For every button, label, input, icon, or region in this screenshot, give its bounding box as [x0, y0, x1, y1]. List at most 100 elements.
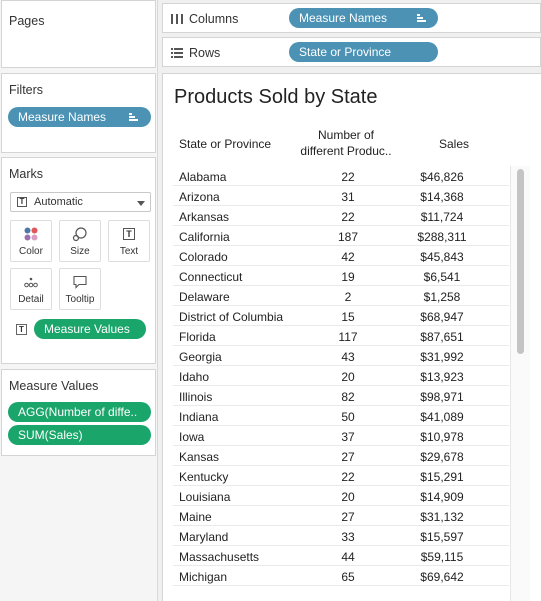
sales-cell: $87,651	[420, 330, 464, 344]
text-button[interactable]: T Text	[108, 220, 150, 262]
number-cell: 42	[341, 250, 355, 264]
measure-values-card: Measure Values AGG(Number of diffe.. SUM…	[1, 369, 156, 456]
number-cell: 2	[344, 290, 352, 304]
pages-card[interactable]: Pages	[1, 0, 156, 68]
number-cell: 22	[341, 470, 355, 484]
size-icon	[60, 226, 100, 242]
state-cell: Idaho	[179, 370, 210, 384]
number-cell: 44	[341, 550, 355, 564]
state-cell: Florida	[179, 330, 216, 344]
measure-values-title: Measure Values	[9, 379, 99, 393]
sales-cell: $31,992	[420, 350, 464, 364]
marks-title: Marks	[9, 167, 44, 181]
number-cell: 33	[341, 530, 355, 544]
size-button[interactable]: Size	[59, 220, 101, 262]
sales-cell: $41,089	[420, 410, 464, 424]
columns-label: Columns	[189, 12, 239, 26]
pages-title: Pages	[9, 14, 45, 28]
table-row[interactable]: Kentucky 22 $15,291	[173, 466, 509, 486]
sales-cell: $46,826	[420, 170, 464, 184]
state-cell: Indiana	[179, 410, 219, 424]
header-sales[interactable]: Sales	[438, 137, 470, 151]
number-cell: 31	[341, 190, 355, 204]
sales-cell: $68,947	[420, 310, 464, 324]
marks-card: Marks T Automatic Color Size	[1, 157, 156, 364]
number-cell: 82	[341, 390, 355, 404]
sales-cell: $6,541	[423, 270, 461, 284]
sales-cell: $14,368	[420, 190, 464, 204]
table-row[interactable]: Maine 27 $31,132	[173, 506, 509, 526]
number-cell: 50	[341, 410, 355, 424]
sort-icon[interactable]	[417, 14, 426, 23]
columns-shelf[interactable]: Columns Measure Names	[162, 3, 541, 33]
state-cell: Illinois	[179, 390, 213, 404]
sales-cell: $69,642	[420, 570, 464, 584]
vertical-scrollbar[interactable]	[510, 166, 530, 601]
state-cell: California	[179, 230, 230, 244]
sales-cell: $11,724	[420, 210, 464, 224]
size-label: Size	[70, 246, 90, 257]
rows-shelf[interactable]: Rows State or Province	[162, 37, 541, 67]
number-cell: 19	[341, 270, 355, 284]
filters-card[interactable]: Filters Measure Names	[1, 73, 156, 153]
table-row[interactable]: Illinois 82 $98,971	[173, 386, 509, 406]
sales-cell: $288,311	[417, 230, 467, 244]
table-row[interactable]: Michigan 65 $69,642	[173, 566, 509, 586]
number-cell: 20	[341, 490, 355, 504]
table-row[interactable]: Connecticut 19 $6,541	[173, 266, 509, 286]
table-row[interactable]: Colorado 42 $45,843	[173, 246, 509, 266]
table-row[interactable]: Georgia 43 $31,992	[173, 346, 509, 366]
sales-cell: $13,923	[420, 370, 464, 384]
table-row[interactable]: Indiana 50 $41,089	[173, 406, 509, 426]
number-cell: 43	[341, 350, 355, 364]
state-cell: District of Columbia	[179, 310, 284, 324]
state-cell: Kansas	[179, 450, 220, 464]
table-row[interactable]: California 187 $288,311	[173, 226, 509, 246]
marks-measure-values-pill[interactable]: Measure Values	[34, 319, 146, 339]
number-cell: 22	[341, 210, 355, 224]
rows-pill-label: State or Province	[299, 45, 392, 59]
table-row[interactable]: Louisiana 20 $14,909	[173, 486, 509, 506]
number-cell: 15	[341, 310, 355, 324]
table-row[interactable]: District of Columbia 15 $68,947	[173, 306, 509, 326]
state-cell: Kentucky	[179, 470, 229, 484]
state-cell: Michigan	[179, 570, 228, 584]
table-row[interactable]: Kansas 27 $29,678	[173, 446, 509, 466]
table-row[interactable]: Massachusetts 44 $59,115	[173, 546, 509, 566]
text-label: Text	[119, 246, 139, 257]
header-number-of-products[interactable]: Number of different Produc..	[287, 127, 405, 159]
measure-pill-sales[interactable]: SUM(Sales)	[8, 425, 151, 445]
detail-button[interactable]: Detail	[10, 268, 52, 310]
table-row[interactable]: Maryland 33 $15,597	[173, 526, 509, 546]
sales-cell: $15,291	[420, 470, 464, 484]
mark-type-value: Automatic	[34, 196, 83, 208]
table-row[interactable]: Alabama 22 $46,826	[173, 166, 509, 186]
mark-type-dropdown[interactable]: T Automatic	[10, 192, 151, 212]
color-label: Color	[19, 246, 43, 257]
number-cell: 27	[341, 450, 355, 464]
header-number-line1: Number of	[317, 128, 375, 142]
table-row[interactable]: Florida 117 $87,651	[173, 326, 509, 346]
rows-label: Rows	[189, 46, 221, 60]
color-button[interactable]: Color	[10, 220, 52, 262]
filter-pill-measure-names[interactable]: Measure Names	[8, 107, 151, 127]
table-row[interactable]: Iowa 37 $10,978	[173, 426, 509, 446]
state-cell: Massachusetts	[179, 550, 260, 564]
columns-pill-measure-names[interactable]: Measure Names	[289, 8, 438, 28]
table-row[interactable]: Idaho 20 $13,923	[173, 366, 509, 386]
measure-pill-number-of-products[interactable]: AGG(Number of diffe..	[8, 402, 151, 422]
tooltip-button[interactable]: Tooltip	[59, 268, 101, 310]
rows-pill-state[interactable]: State or Province	[289, 42, 438, 62]
scrollbar-thumb[interactable]	[517, 169, 524, 354]
sales-cell: $45,843	[420, 250, 464, 264]
sales-cell: $10,978	[420, 430, 464, 444]
sort-icon[interactable]	[129, 113, 138, 122]
table-row[interactable]: Arizona 31 $14,368	[173, 186, 509, 206]
sales-cell: $1,258	[423, 290, 461, 304]
table-row[interactable]: Arkansas 22 $11,724	[173, 206, 509, 226]
header-state[interactable]: State or Province	[179, 137, 272, 151]
text-mark-icon: T	[17, 197, 27, 207]
table-row[interactable]: Delaware 2 $1,258	[173, 286, 509, 306]
state-cell: Maine	[179, 510, 212, 524]
number-cell: 187	[337, 230, 359, 244]
